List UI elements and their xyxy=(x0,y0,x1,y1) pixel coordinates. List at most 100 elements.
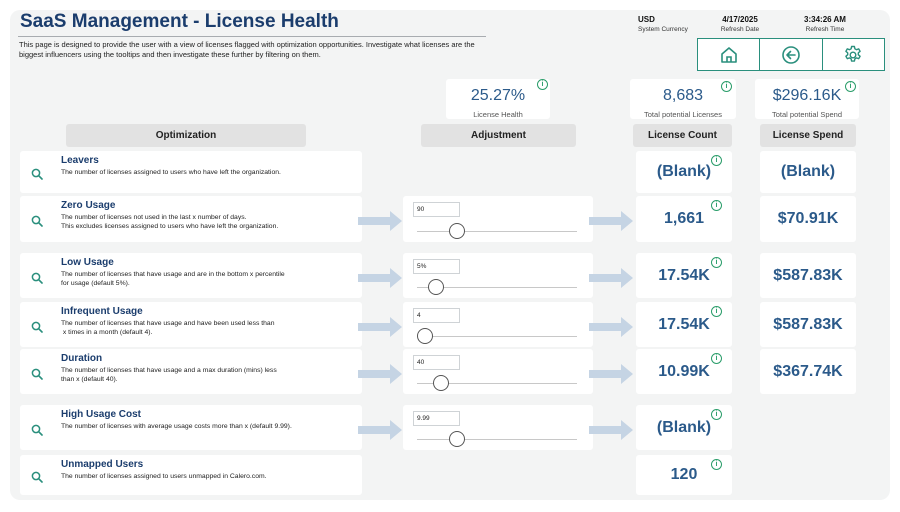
threshold-slider-track[interactable] xyxy=(417,336,577,337)
license-count-value[interactable]: 10.99K xyxy=(658,363,710,380)
threshold-slider-track[interactable] xyxy=(417,383,577,384)
optimization-card[interactable]: Infrequent Usage The number of licenses t… xyxy=(20,302,362,347)
optimization-description: The number of licenses not used in the l… xyxy=(61,214,247,221)
license-count-info-icon[interactable]: i xyxy=(711,200,722,211)
refresh-time-value: 3:34:26 AM xyxy=(804,15,846,24)
license-count-value[interactable]: 17.54K xyxy=(658,267,710,284)
optimization-description: This excludes licenses assigned to users… xyxy=(61,223,279,230)
adjustment-column-header: Adjustment xyxy=(421,124,576,147)
currency-label: System Currency xyxy=(638,26,688,33)
threshold-input[interactable]: 90 xyxy=(413,202,460,217)
back-button[interactable] xyxy=(760,39,823,70)
search-icon[interactable] xyxy=(31,321,43,333)
flow-arrow xyxy=(589,317,633,337)
page-description: This page is designed to provide the use… xyxy=(19,40,475,59)
total-spend-card: $296.16K Total potential Spend xyxy=(755,79,859,119)
currency-block: USD System Currency xyxy=(638,15,688,34)
search-icon[interactable] xyxy=(31,272,43,284)
optimization-name: High Usage Cost xyxy=(61,409,142,420)
optimization-name: Zero Usage xyxy=(61,200,116,211)
home-icon xyxy=(720,46,737,63)
license-spend-value[interactable]: (Blank) xyxy=(780,163,836,180)
optimization-column-header: Optimization xyxy=(66,124,306,147)
optimization-name: Infrequent Usage xyxy=(61,306,143,317)
optimization-card[interactable]: Low Usage The number of licenses that hav… xyxy=(20,253,362,298)
license-count-info-icon[interactable]: i xyxy=(711,257,722,268)
threshold-slider-handle[interactable] xyxy=(417,328,433,344)
license-spend-card: $587.83K xyxy=(760,253,856,298)
optimization-name: Duration xyxy=(61,353,103,364)
license-count-value[interactable]: 120 xyxy=(670,466,698,483)
license-count-info-icon[interactable]: i xyxy=(711,306,722,317)
threshold-input[interactable]: 40 xyxy=(413,355,460,370)
search-icon[interactable] xyxy=(31,424,43,436)
license-spend-value[interactable]: $70.91K xyxy=(777,210,839,227)
license-count-value[interactable]: 1,661 xyxy=(663,210,705,227)
threshold-slider-track[interactable] xyxy=(417,439,577,440)
optimization-description: than x (default 40). xyxy=(61,376,118,383)
flow-arrow xyxy=(589,268,633,288)
flow-arrow xyxy=(589,420,633,440)
navigation-bar xyxy=(697,38,885,71)
threshold-slider-handle[interactable] xyxy=(433,375,449,391)
license-count-value[interactable]: (Blank) xyxy=(656,163,712,180)
license-count-value[interactable]: (Blank) xyxy=(656,419,712,436)
license-spend-value[interactable]: $587.83K xyxy=(773,316,843,333)
license-count-info-icon[interactable]: i xyxy=(711,409,722,420)
refresh-time-label: Refresh Time xyxy=(805,26,845,33)
home-button[interactable] xyxy=(698,39,761,70)
back-arrow-icon xyxy=(782,45,800,64)
license-count-card: 1,661 i xyxy=(636,196,732,242)
optimization-name: Leavers xyxy=(61,155,99,166)
license-count-info-icon[interactable]: i xyxy=(711,155,722,166)
optimization-card[interactable]: Leavers The number of licenses assigned t… xyxy=(20,151,362,193)
optimization-card[interactable]: Duration The number of licenses that have… xyxy=(20,349,362,394)
threshold-slider-handle[interactable] xyxy=(449,223,465,239)
license-count-value[interactable]: 17.54K xyxy=(658,316,710,333)
threshold-slider-handle[interactable] xyxy=(449,431,465,447)
title-divider xyxy=(18,36,486,37)
flow-arrow xyxy=(358,211,402,231)
optimization-description: The number of licenses that have usage a… xyxy=(61,320,275,327)
total-licenses-value: 8,683 xyxy=(662,87,704,104)
optimization-description: The number of licenses that have usage a… xyxy=(61,367,277,374)
settings-button[interactable] xyxy=(823,39,884,70)
optimization-card[interactable]: Zero Usage The number of licenses not use… xyxy=(20,196,362,242)
threshold-slider-handle[interactable] xyxy=(428,279,445,295)
total-spend-value: $296.16K xyxy=(772,87,842,104)
threshold-slider-track[interactable] xyxy=(417,287,577,288)
adjustment-card: 9.99 xyxy=(403,405,593,450)
optimization-name: Unmapped Users xyxy=(61,459,144,470)
search-icon[interactable] xyxy=(31,471,43,483)
license-spend-value[interactable]: $367.74K xyxy=(773,363,843,380)
license-health-value: 25.27% xyxy=(470,87,526,104)
refresh-date-label: Refresh Date xyxy=(720,26,760,33)
license-spend-card: $70.91K xyxy=(760,196,856,242)
threshold-input[interactable]: 9.99 xyxy=(413,411,460,426)
optimization-card[interactable]: Unmapped Users The number of licenses ass… xyxy=(20,455,362,495)
search-icon[interactable] xyxy=(31,168,43,180)
license-count-info-icon[interactable]: i xyxy=(711,459,722,470)
license-spend-card: $587.83K xyxy=(760,302,856,347)
search-icon[interactable] xyxy=(31,368,43,380)
license-spend-value[interactable]: $587.83K xyxy=(773,267,843,284)
optimization-description: The number of licenses assigned to users… xyxy=(61,473,267,480)
adjustment-card: 5% xyxy=(403,253,593,298)
flow-arrow xyxy=(589,364,633,384)
threshold-input[interactable]: 4 xyxy=(413,308,460,323)
search-icon[interactable] xyxy=(31,215,43,227)
license-health-info-icon[interactable]: i xyxy=(537,79,548,90)
flow-arrow xyxy=(589,211,633,231)
threshold-slider-track[interactable] xyxy=(417,231,577,232)
adjustment-card: 40 xyxy=(403,349,593,394)
refresh-date-block: 4/17/2025 Refresh Date xyxy=(718,15,762,34)
license-count-card: 17.54K i xyxy=(636,302,732,347)
license-count-info-icon[interactable]: i xyxy=(711,353,722,364)
adjustment-card: 4 xyxy=(403,302,593,347)
license-health-label: License Health xyxy=(473,110,523,119)
license-count-card: (Blank) i xyxy=(636,151,732,193)
total-licenses-info-icon[interactable]: i xyxy=(721,81,732,92)
total-spend-info-icon[interactable]: i xyxy=(845,81,856,92)
threshold-input[interactable]: 5% xyxy=(413,259,460,274)
optimization-card[interactable]: High Usage Cost The number of licenses wi… xyxy=(20,405,362,450)
